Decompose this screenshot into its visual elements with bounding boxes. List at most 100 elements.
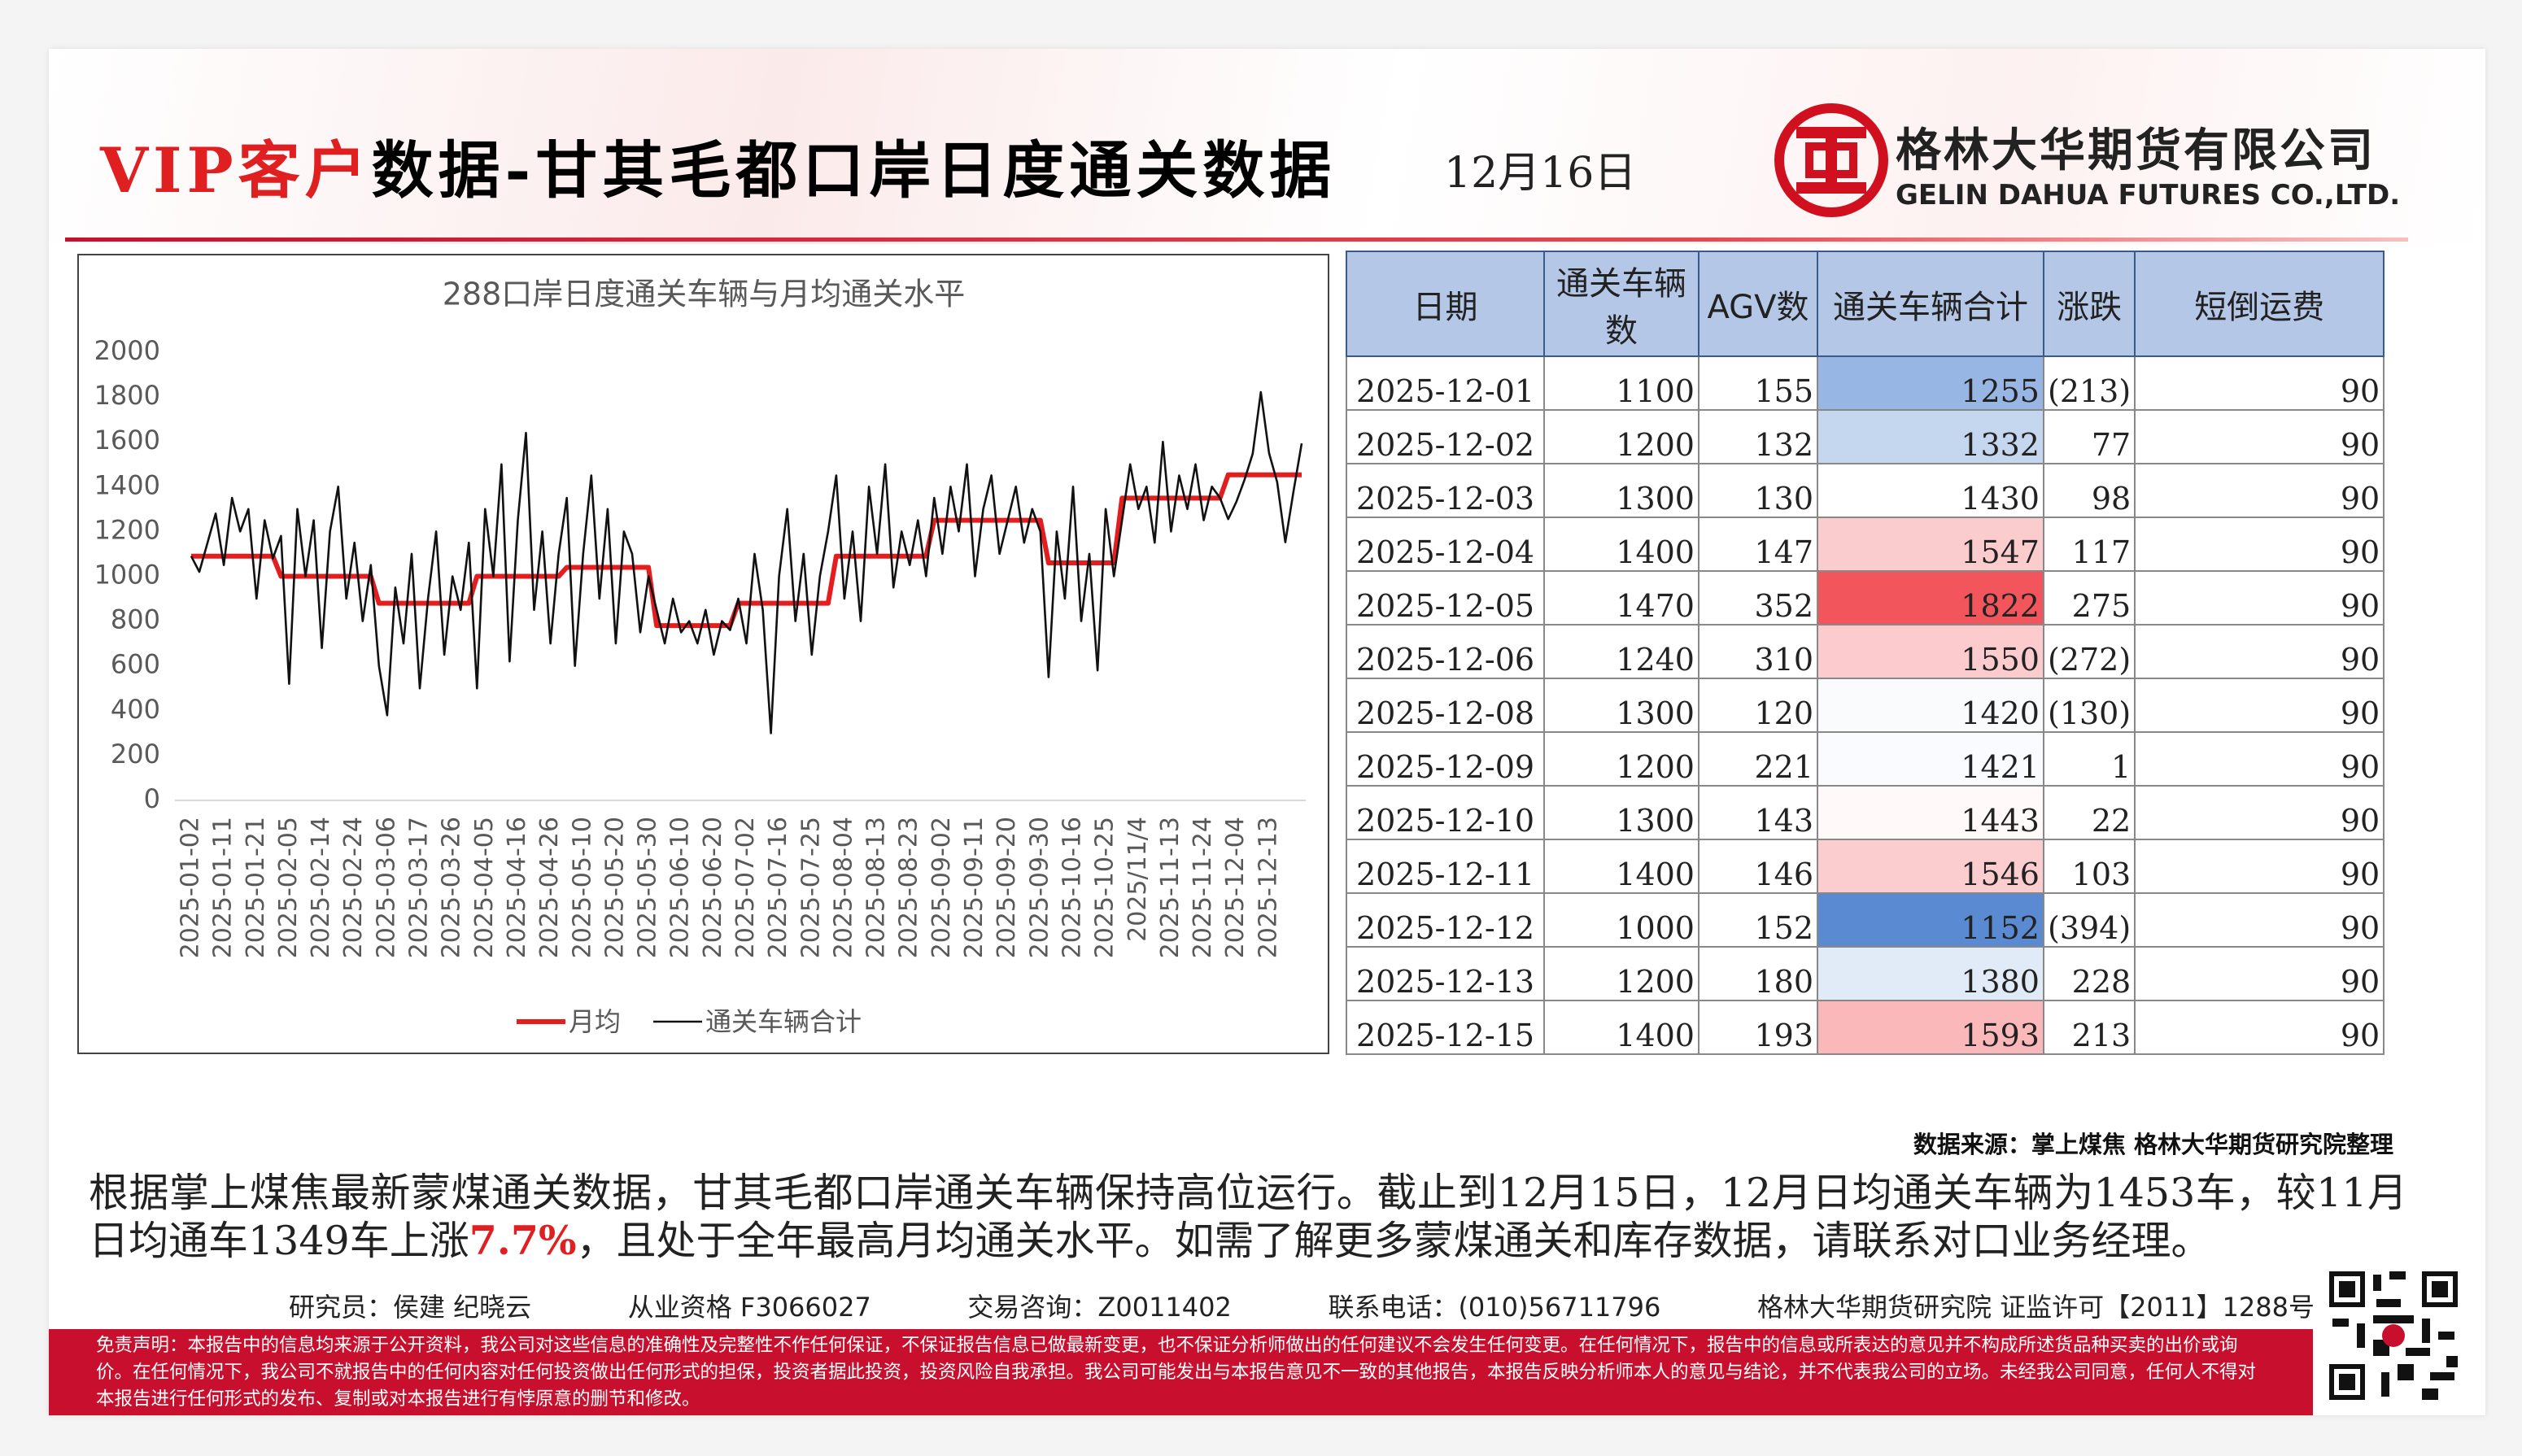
value-cell: 146 xyxy=(1698,839,1818,894)
qr-code xyxy=(2324,1266,2463,1405)
x-tick-label: 2025-03-06 xyxy=(372,817,400,958)
value-cell: 1200 xyxy=(1543,946,1700,1001)
date-cell: 2025-12-03 xyxy=(1346,463,1545,518)
value-cell: 193 xyxy=(1698,1000,1818,1055)
value-cell: 22 xyxy=(2042,785,2136,840)
value-cell: 1400 xyxy=(1543,1000,1700,1055)
summary-highlight: 7.7% xyxy=(469,1217,577,1264)
date-cell: 2025-12-11 xyxy=(1346,839,1545,894)
x-tick-label: 2025-09-11 xyxy=(960,817,988,958)
header-cell: 通关车辆数 xyxy=(1543,251,1700,357)
x-tick-label: 2025-02-14 xyxy=(307,817,335,958)
value-cell: 117 xyxy=(2042,517,2136,572)
title-text: 数据-甘其毛都口岸日度通关数据 xyxy=(371,134,1337,207)
qualification: 从业资格 F3066027 xyxy=(627,1292,871,1323)
heat-cell: 1421 xyxy=(1817,731,2044,787)
legend-label: 月均 xyxy=(569,1006,621,1037)
x-tick-label: 2025-09-02 xyxy=(927,817,956,958)
summary-text: 根据掌上煤焦最新蒙煤通关数据，甘其毛都口岸通关车辆保持高位运行。截止到12月15… xyxy=(89,1170,2407,1264)
x-tick-label: 2025-07-02 xyxy=(731,817,760,958)
table-row: 2025-12-02 1200 132 1332 77 90 xyxy=(1346,409,2385,464)
company-name: 格林大华期货有限公司 xyxy=(1896,124,2376,177)
x-tick-label: 2025-05-20 xyxy=(600,817,629,958)
value-cell: 90 xyxy=(2134,570,2385,626)
heat-cell: 1550 xyxy=(1817,624,2044,679)
date-cell: 2025-12-15 xyxy=(1346,1000,1545,1055)
header-cell: 日期 xyxy=(1346,251,1545,357)
x-tick-label: 2025-09-30 xyxy=(1025,817,1054,958)
researchers: 研究员：侯建 纪晓云 xyxy=(289,1292,532,1323)
value-cell: 90 xyxy=(2134,839,2385,894)
value-cell: 130 xyxy=(1698,463,1818,518)
value-cell: 1200 xyxy=(1543,731,1700,787)
company-name-en: GELIN DAHUA FUTURES CO.,LTD. xyxy=(1896,179,2401,211)
table-row: 2025-12-01 1100 155 1255 (213) 90 xyxy=(1346,355,2385,411)
table-row: 2025-12-04 1400 147 1547 117 90 xyxy=(1346,517,2385,572)
date-cell: 2025-12-13 xyxy=(1346,946,1545,1001)
y-tick-label: 1400 xyxy=(94,469,160,500)
value-cell: 1470 xyxy=(1543,570,1700,626)
legend-label: 通关车辆合计 xyxy=(705,1006,862,1037)
date-cell: 2025-12-05 xyxy=(1346,570,1545,626)
value-cell: 310 xyxy=(1698,624,1818,679)
value-cell: 180 xyxy=(1698,946,1818,1001)
y-tick-label: 800 xyxy=(111,604,160,635)
value-cell: 1300 xyxy=(1543,463,1700,518)
date-cell: 2025-12-01 xyxy=(1346,355,1545,411)
table-row: 2025-12-13 1200 180 1380 228 90 xyxy=(1346,946,2385,1001)
heat-cell: 1332 xyxy=(1817,409,2044,464)
y-tick-label: 600 xyxy=(111,649,160,680)
header-row: 日期 通关车辆数 AGV数 通关车辆合计 涨跌 短倒运费 xyxy=(1346,251,2385,357)
table-row: 2025-12-03 1300 130 1430 98 90 xyxy=(1346,463,2385,518)
y-tick-label: 0 xyxy=(144,783,160,814)
header-cell: 短倒运费 xyxy=(2134,251,2385,357)
y-tick-label: 1600 xyxy=(94,425,160,456)
header-cell: 通关车辆合计 xyxy=(1817,251,2044,357)
value-cell: 352 xyxy=(1698,570,1818,626)
x-tick-label: 2025-07-25 xyxy=(796,817,825,958)
value-cell: 213 xyxy=(2042,1000,2136,1055)
x-tick-label: 2025-01-11 xyxy=(209,817,238,958)
value-cell: 103 xyxy=(2042,839,2136,894)
date-cell: 2025-12-04 xyxy=(1346,517,1545,572)
table-row: 2025-12-05 1470 352 1822 275 90 xyxy=(1346,570,2385,626)
value-cell: 228 xyxy=(2042,946,2136,1001)
y-tick-label: 1200 xyxy=(94,514,160,545)
value-cell: 143 xyxy=(1698,785,1818,840)
chart: 288口岸日度通关车辆与月均通关水平 0 200 400 600 800 1000 1200… xyxy=(94,277,1306,1037)
x-tick-label: 2025-06-10 xyxy=(666,817,695,958)
company-logo xyxy=(1774,103,1888,217)
x-tick-label: 2025-10-16 xyxy=(1058,817,1086,958)
value-cell: 1300 xyxy=(1543,678,1700,733)
value-cell: 275 xyxy=(2042,570,2136,626)
value-cell: (213) xyxy=(2042,355,2136,411)
value-cell: 1400 xyxy=(1543,839,1700,894)
value-cell: 152 xyxy=(1698,892,1818,948)
heat-cell: 1593 xyxy=(1817,1000,2044,1055)
x-tick-label: 2025-05-10 xyxy=(568,817,596,958)
chart-title: 288口岸日度通关车辆与月均通关水平 xyxy=(443,277,966,312)
x-tick-label: 2025-08-23 xyxy=(895,817,923,958)
value-cell: 90 xyxy=(2134,355,2385,411)
heat-cell: 1152 xyxy=(1817,892,2044,948)
table-row: 2025-12-12 1000 152 1152 (394) 90 xyxy=(1346,892,2385,948)
data-table: 日期 通关车辆数 AGV数 通关车辆合计 涨跌 短倒运费 2025-12-01 1100 155… xyxy=(1346,251,2385,1055)
page-title: VIP客户数据-甘其毛都口岸日度通关数据 xyxy=(100,120,1336,210)
y-tick-label: 2000 xyxy=(94,335,160,366)
contact-line: 研究员：侯建 纪晓云 从业资格 F3066027 交易咨询：Z0011402 联… xyxy=(289,1287,2315,1324)
header-rule xyxy=(65,238,2408,242)
disclaimer: 免责声明：本报告中的信息均来源于公开资料，我公司对这些信息的准确性及完整性不作任… xyxy=(49,1329,2313,1415)
x-tick-label: 2025-03-17 xyxy=(405,817,434,958)
value-cell: 90 xyxy=(2134,678,2385,733)
x-tick-label: 2025-11-13 xyxy=(1156,817,1185,958)
value-cell: 90 xyxy=(2134,785,2385,840)
table-row: 2025-12-09 1200 221 1421 1 90 xyxy=(1346,731,2385,787)
x-tick-label: 2025-02-05 xyxy=(274,817,303,958)
value-cell: 1000 xyxy=(1543,892,1700,948)
date-cell: 2025-12-09 xyxy=(1346,731,1545,787)
summary-paragraph: 根据掌上煤焦最新蒙煤通关数据，甘其毛都口岸通关车辆保持高位运行。截止到12月15… xyxy=(89,1170,2407,1265)
x-tick-label: 2025-08-04 xyxy=(829,817,857,958)
x-tick-label: 2025-10-25 xyxy=(1091,817,1119,958)
x-tick-label: 2025-01-02 xyxy=(177,817,205,958)
y-tick-label: 1800 xyxy=(94,380,160,411)
